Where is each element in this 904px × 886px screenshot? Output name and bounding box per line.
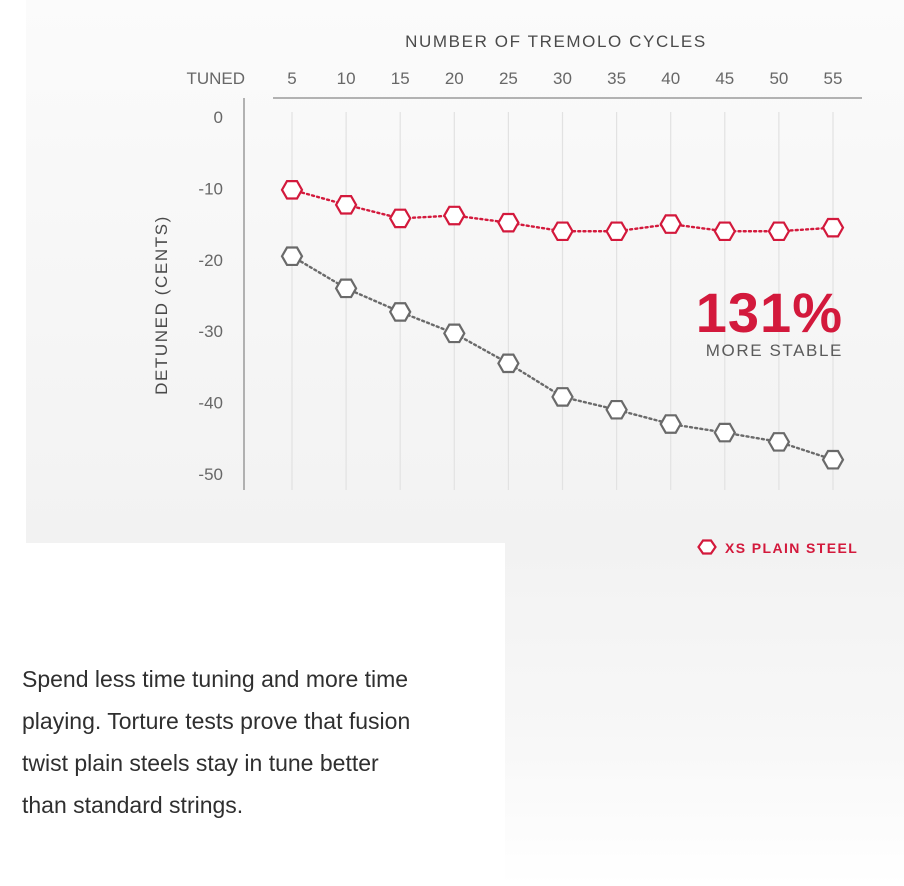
side-background xyxy=(505,543,904,886)
x-tick-label: 25 xyxy=(499,69,518,88)
data-point xyxy=(821,217,845,238)
x-tick-label: 10 xyxy=(337,69,356,88)
y-tick-label: -20 xyxy=(198,251,223,270)
stability-caption: MORE STABLE xyxy=(706,341,843,360)
y-tick-label: -30 xyxy=(198,322,223,341)
x-tick-label: 20 xyxy=(445,69,464,88)
chart-series xyxy=(280,180,845,470)
series-group xyxy=(280,246,845,470)
data-point xyxy=(767,221,791,242)
data-point xyxy=(767,432,791,452)
data-point xyxy=(551,221,574,242)
data-point xyxy=(821,449,845,470)
x-tick-label: 50 xyxy=(769,69,788,88)
legend-label: XS PLAIN STEEL xyxy=(725,540,858,556)
data-point xyxy=(280,180,304,200)
data-point xyxy=(388,208,412,229)
x-tick-label: 45 xyxy=(715,69,734,88)
chart-axes xyxy=(243,97,862,490)
data-point xyxy=(388,302,412,322)
x-tick-label: 15 xyxy=(391,69,410,88)
data-point xyxy=(551,387,574,407)
chart-background xyxy=(26,0,904,543)
data-point xyxy=(280,246,304,267)
x-tick-label: 40 xyxy=(661,69,680,88)
x-tick-label: 35 xyxy=(607,69,626,88)
x-tick-label: 30 xyxy=(553,69,572,88)
data-point xyxy=(497,212,520,233)
legend: XS PLAIN STEEL xyxy=(697,539,858,556)
x-axis-origin-label: TUNED xyxy=(186,69,245,88)
data-point xyxy=(334,278,358,299)
x-axis-title: NUMBER OF TREMOLO CYCLES xyxy=(405,32,707,51)
x-tick-label: 5 xyxy=(287,69,296,88)
data-point xyxy=(605,221,628,242)
chart-labels: 5 10 15 20 25 30 35 40 45 50 55 0 -10 -20 -30 -40 -50 xyxy=(198,69,842,484)
stability-percentage: 131% xyxy=(696,281,843,344)
data-point xyxy=(497,353,520,374)
data-point xyxy=(713,422,737,443)
y-tick-label: -10 xyxy=(198,179,223,198)
data-point xyxy=(713,221,737,242)
y-tick-label: 0 xyxy=(214,108,223,127)
y-tick-label: -50 xyxy=(198,465,223,484)
data-point xyxy=(659,414,682,434)
y-tick-label: -40 xyxy=(198,394,223,413)
y-axis-title: DETUNED (CENTS) xyxy=(152,215,171,395)
data-point xyxy=(443,323,466,344)
description-text: Spend less time tuning and more time pla… xyxy=(22,666,411,818)
x-tick-label: 55 xyxy=(824,69,843,88)
hexagon-marker-icon xyxy=(697,539,717,555)
data-point xyxy=(605,399,628,420)
series-group xyxy=(280,180,845,242)
data-point xyxy=(334,195,358,215)
tremolo-chart: 5 10 15 20 25 30 35 40 45 50 55 0 -10 -20 -30 -40 -50 NU… xyxy=(152,32,862,556)
data-point xyxy=(659,214,682,234)
data-point xyxy=(443,205,466,226)
